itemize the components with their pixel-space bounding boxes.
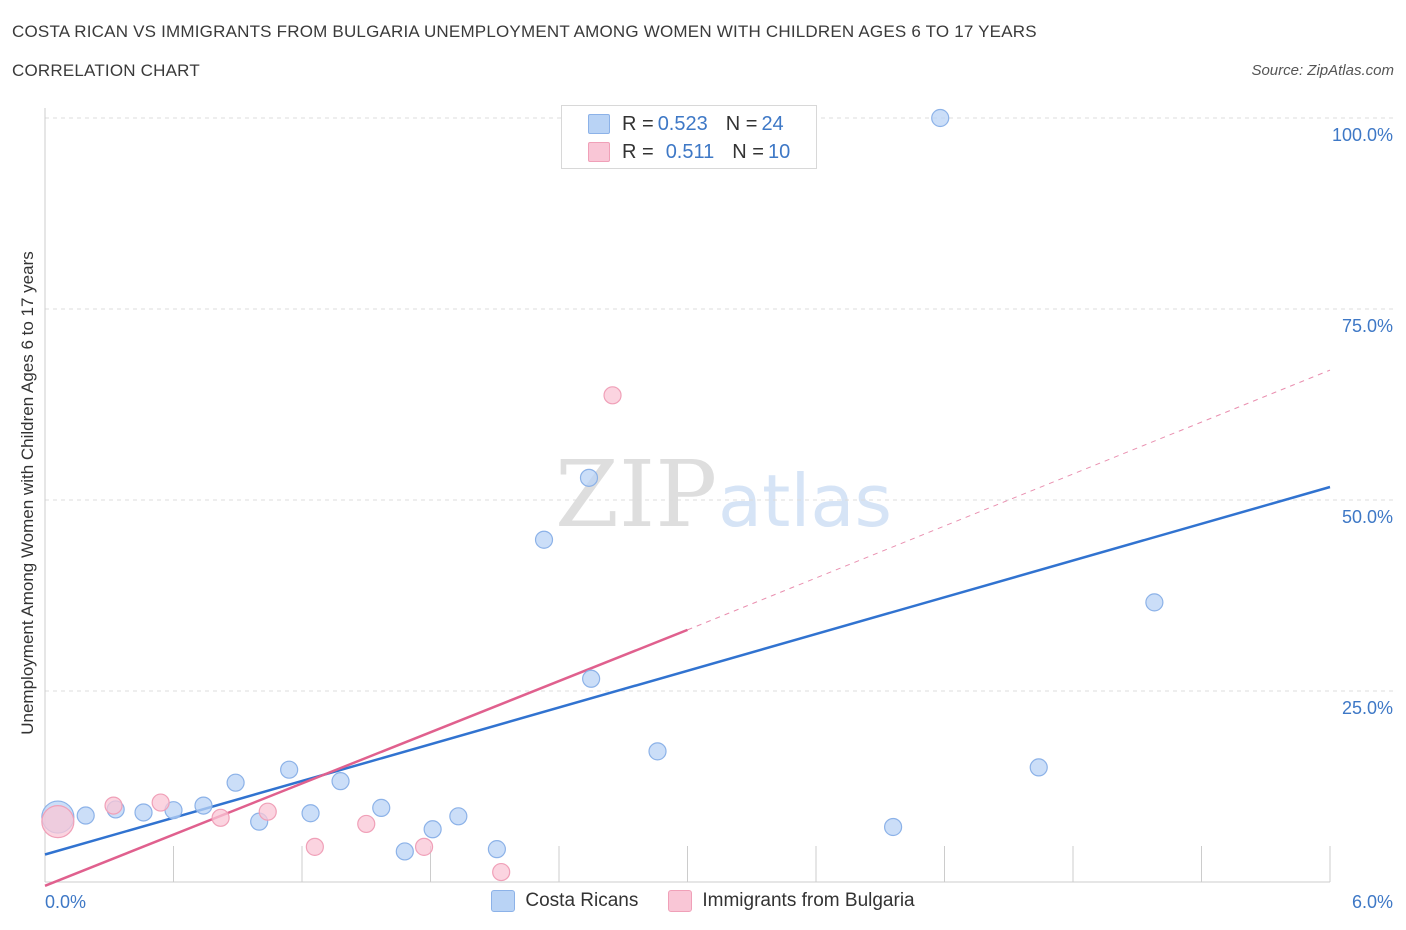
- pink-swatch-icon: [588, 142, 610, 162]
- costa-ricans-point: [883, 817, 903, 837]
- bulgaria-point: [211, 808, 230, 827]
- watermark-zip: ZIP: [555, 441, 717, 548]
- y-tick-label: 75.0%: [1342, 316, 1393, 336]
- blue-trendline: [44, 485, 1331, 856]
- costa-ricans-point: [579, 468, 599, 487]
- costa-ricans-point: [134, 803, 153, 822]
- bulgaria-point: [414, 837, 434, 856]
- costa-ricans-point: [648, 742, 667, 761]
- legend-label: Immigrants from Bulgaria: [702, 890, 915, 911]
- costa-ricans-point: [1029, 758, 1048, 777]
- tick-labels: 100.0% 75.0% 50.0% 25.0% 0.0% 6.0%: [45, 125, 1393, 912]
- axes: [44, 108, 1331, 883]
- costa-ricans-point: [331, 772, 350, 791]
- blue-swatch-icon: [491, 890, 516, 912]
- legend-item-costa-ricans: Costa Ricans: [491, 890, 638, 912]
- legend-item-bulgaria: Immigrants from Bulgaria: [668, 890, 915, 912]
- bulgaria-point: [151, 793, 170, 812]
- bulgaria-point: [41, 805, 75, 839]
- costa-ricans-point: [76, 806, 95, 825]
- chart-subtitle: CORRELATION CHART: [12, 61, 200, 80]
- x-tick-label: 0.0%: [45, 892, 86, 912]
- blue-swatch-icon: [588, 114, 610, 134]
- costa-ricans-point: [226, 773, 245, 792]
- costa-ricans-point: [194, 796, 213, 815]
- costa-ricans-point: [931, 108, 950, 128]
- costa-ricans-point: [449, 807, 468, 826]
- costa-ricans-point: [582, 669, 601, 688]
- pink-trendline: [44, 628, 688, 887]
- legend-row-costa-ricans: R = 0.523 N = 24: [588, 112, 784, 136]
- correlation-legend: R = 0.523 N = 24 R = 0.511 N = 10: [561, 105, 817, 169]
- costa-ricans-point: [534, 530, 554, 549]
- costa-ricans-point: [395, 842, 414, 861]
- pink-swatch-icon: [668, 890, 693, 912]
- costa-ricans-point: [487, 840, 506, 859]
- costa-ricans-point: [301, 804, 320, 823]
- legend-row-bulgaria: R = 0.511 N = 10: [588, 140, 790, 164]
- costa-ricans-point: [423, 820, 442, 839]
- trendlines: [44, 369, 1331, 887]
- bulgaria-point: [305, 837, 324, 856]
- watermark-atlas: atlas: [718, 459, 892, 543]
- y-axis-label: Unemployment Among Women with Children A…: [18, 251, 37, 735]
- r-label: R =: [622, 112, 654, 135]
- r-label: R =: [622, 140, 654, 163]
- watermark: ZIP atlas: [555, 441, 892, 548]
- costa-ricans-point: [1145, 593, 1164, 612]
- bulgaria-point: [492, 862, 511, 882]
- gridlines: [45, 117, 1395, 692]
- bulgaria-point: [104, 796, 123, 815]
- source-credit: Source: ZipAtlas.com: [1251, 62, 1394, 79]
- n-value: 24: [761, 112, 784, 135]
- n-value: 10: [767, 140, 791, 163]
- costa-ricans-point: [372, 798, 391, 817]
- bulgaria-point: [603, 386, 622, 405]
- costa-ricans-point: [280, 760, 299, 779]
- data-points: [41, 108, 1164, 882]
- y-tick-label: 100.0%: [1332, 125, 1393, 145]
- r-value: 0.523: [657, 112, 708, 135]
- chart-title: COSTA RICAN VS IMMIGRANTS FROM BULGARIA …: [12, 22, 1037, 41]
- r-value: 0.511: [665, 140, 715, 163]
- y-tick-label: 25.0%: [1342, 698, 1393, 718]
- bulgaria-point: [258, 802, 277, 821]
- n-label: N =: [732, 140, 764, 163]
- y-tick-label: 50.0%: [1342, 507, 1393, 527]
- n-label: N =: [725, 112, 758, 135]
- series-legend: Costa Ricans Immigrants from Bulgaria: [0, 890, 1406, 912]
- x-tick-label: 6.0%: [1352, 892, 1393, 912]
- legend-label: Costa Ricans: [525, 890, 639, 911]
- bulgaria-point: [357, 814, 376, 834]
